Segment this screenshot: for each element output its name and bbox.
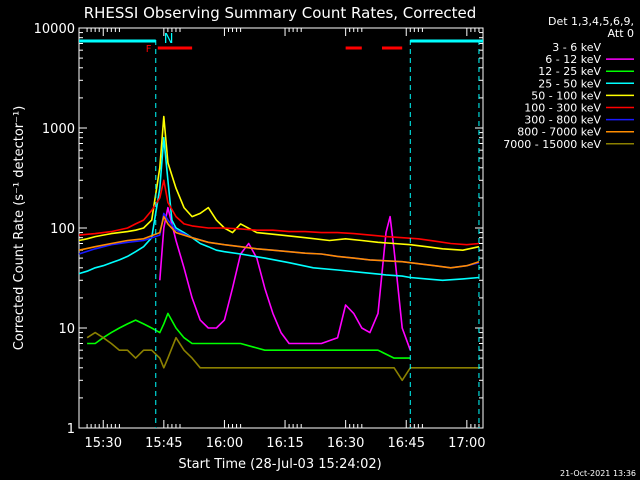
- legend-label: 7000 - 15000 keV: [503, 138, 601, 151]
- chart-title: RHESSI Observing Summary Count Rates, Co…: [84, 4, 477, 22]
- series-line: [87, 312, 411, 359]
- series-line: [155, 215, 411, 429]
- x-tick-label: 16:15: [266, 436, 303, 451]
- y-tick-label: 10000: [34, 22, 75, 37]
- legend-label: 25 - 50 keV: [538, 77, 601, 90]
- legend-label: 6 - 12 keV: [545, 53, 601, 66]
- x-axis: 15:30 15:45 16:00 16:15 16:30 16:45 17:00: [85, 28, 486, 451]
- x-tick-label: 15:45: [145, 436, 182, 451]
- x-tick-label: 16:30: [327, 436, 364, 451]
- legend-label: 12 - 25 keV: [538, 65, 601, 78]
- series-line: [78, 179, 480, 246]
- flag-layer: NF: [79, 32, 483, 428]
- footer-date: 21-Oct-2021 13:36: [560, 469, 636, 478]
- x-axis-label: Start Time (28-Jul-03 15:24:02): [178, 457, 381, 472]
- series-line: [78, 215, 480, 269]
- series-line: [159, 206, 412, 351]
- legend-label: 800 - 7000 keV: [517, 126, 601, 139]
- legend-label: 100 - 300 keV: [524, 102, 601, 115]
- x-tick-label: 15:30: [85, 436, 122, 451]
- x-tick-label: 16:45: [388, 436, 425, 451]
- legend-header-line-2: Att 0: [608, 27, 634, 40]
- legend-label: 50 - 100 keV: [531, 89, 601, 102]
- flare-flag-label: F: [146, 44, 152, 55]
- x-tick-label: 17:00: [448, 436, 485, 451]
- y-tick-label: 100: [50, 222, 75, 237]
- y-axis: 1 10 100 1000 10000: [34, 22, 483, 437]
- legend-label: 3 - 6 keV: [552, 41, 601, 54]
- y-tick-label: 10: [58, 322, 75, 337]
- y-tick-label: 1: [67, 422, 75, 437]
- x-tick-label: 16:00: [206, 436, 243, 451]
- series-layer: [78, 115, 480, 429]
- series-line: [78, 136, 480, 282]
- y-axis-label: Corrected Count Rate (s⁻¹ detector⁻¹): [12, 106, 27, 351]
- attenuator-label: N: [164, 32, 174, 47]
- series-line: [86, 331, 479, 382]
- series-line: [78, 115, 480, 251]
- legend-label: 300 - 800 keV: [524, 114, 601, 127]
- legend-header-line-1: Det 1,3,4,5,6,9,: [548, 15, 634, 28]
- y-tick-label: 1000: [42, 122, 75, 137]
